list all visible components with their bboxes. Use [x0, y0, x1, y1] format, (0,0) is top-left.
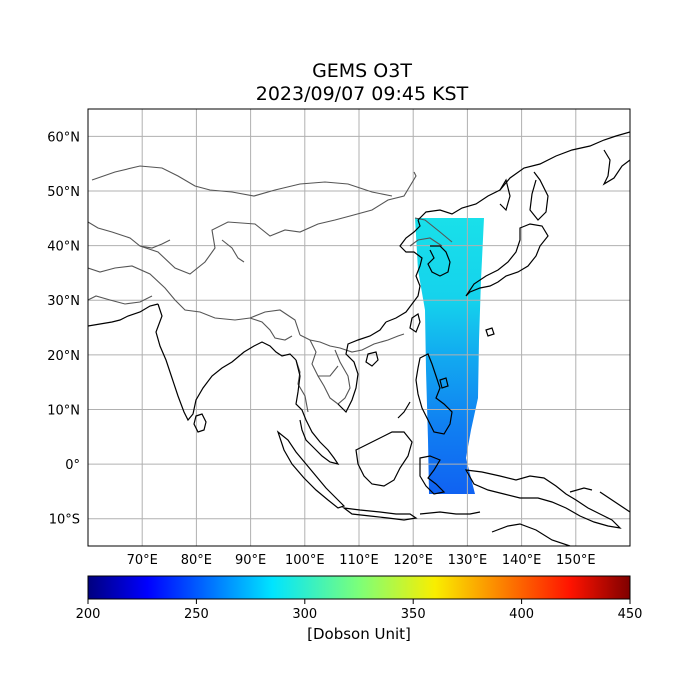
longitude-labels: 70°E 80°E 90°E 100°E 110°E 120°E 130°E 140°E 150…: [127, 553, 596, 568]
longitude-label: 150°E: [556, 553, 596, 568]
longitude-label: 110°E: [339, 553, 379, 568]
latitude-label: 60°N: [47, 130, 80, 145]
map-gridlines: [88, 109, 630, 546]
coastlines: [88, 131, 630, 546]
ozone-swath: [415, 218, 484, 494]
map-subtitle: 2023/09/07 09:45 KST: [255, 83, 469, 105]
country-borders: [88, 165, 453, 413]
latitude-label: 20°N: [47, 349, 80, 364]
map-title: GEMS O3T: [312, 60, 412, 82]
longitude-label: 90°E: [235, 553, 266, 568]
latitude-label: 0°: [65, 458, 80, 473]
longitude-label: 130°E: [448, 553, 488, 568]
colorbar-tick-label: 300: [292, 607, 317, 622]
latitude-label: 50°N: [47, 185, 80, 200]
latitude-label: 40°N: [47, 240, 80, 255]
colorbar-tick-label: 200: [76, 607, 101, 622]
longitude-label: 70°E: [127, 553, 158, 568]
latitude-label: 10°N: [47, 403, 80, 418]
longitude-label: 100°E: [285, 553, 325, 568]
colorbar-tick-label: 400: [509, 607, 534, 622]
colorbar-ticks: 200 250 300 350 400 450: [76, 599, 643, 622]
longitude-label: 80°E: [181, 553, 212, 568]
colorbar-gradient: [87, 575, 631, 600]
longitude-label: 140°E: [502, 553, 542, 568]
colorbar: 200 250 300 350 400 450 [Dobson Unit]: [76, 575, 643, 643]
latitude-label: 10°S: [49, 513, 80, 528]
colorbar-tick-label: 450: [618, 607, 643, 622]
colorbar-label: [Dobson Unit]: [307, 625, 411, 643]
longitude-label: 120°E: [393, 553, 433, 568]
map-frame: [87, 108, 631, 547]
latitude-label: 30°N: [47, 294, 80, 309]
colorbar-tick-label: 250: [184, 607, 209, 622]
colorbar-tick-label: 350: [401, 607, 426, 622]
latitude-labels: 60°N 50°N 40°N 30°N 20°N 10°N 0° 10°S: [47, 130, 80, 527]
